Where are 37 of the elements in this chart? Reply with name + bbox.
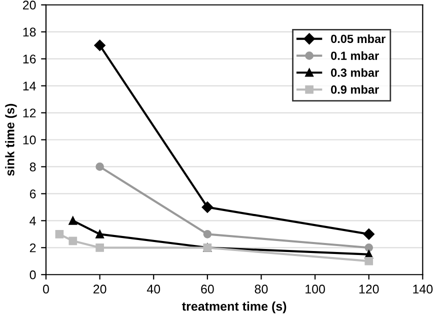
legend-label: 0.9 mbar [331,85,379,94]
x-tick-label: 120 [359,284,379,294]
x-tick-label: 60 [201,284,214,294]
y-tick-label: 0 [30,270,36,280]
x-tick-label: 140 [413,284,433,294]
x-tick-label: 0 [43,284,49,294]
legend-label: 0.05 mbar [331,34,386,44]
point [68,216,78,225]
point [364,256,374,266]
point [94,40,106,51]
point [96,243,104,252]
y-axis-title: sink time (s) [5,104,17,176]
y-tick-label: 6 [30,190,36,198]
point [202,202,214,213]
y-tick-label: 4 [30,216,36,226]
y-tick-label: 16 [23,54,36,64]
y-tick-label: 20 [22,0,36,10]
x-tick-label: 80 [254,284,268,294]
x-tick-label: 100 [306,284,325,294]
y-tick-label: 2 [30,243,36,252]
y-tick-label: 14 [23,82,36,90]
point [364,243,374,252]
x-tick-label: 20 [93,284,106,294]
y-tick-label: 8 [30,162,36,172]
y-tick-label: 10 [23,136,36,144]
point [96,230,104,238]
x-axis-title: treatment time (s) [182,302,286,314]
point [55,230,64,238]
point [363,228,374,240]
point [203,230,212,238]
y-tick-label: 12 [23,108,36,118]
legend-label: 0.1 mbar [331,51,379,60]
point [68,236,78,246]
x-tick-label: 40 [146,284,160,294]
point [96,162,104,171]
y-tick-label: 18 [23,28,36,36]
legend-label: 0.3 mbar [331,68,379,77]
